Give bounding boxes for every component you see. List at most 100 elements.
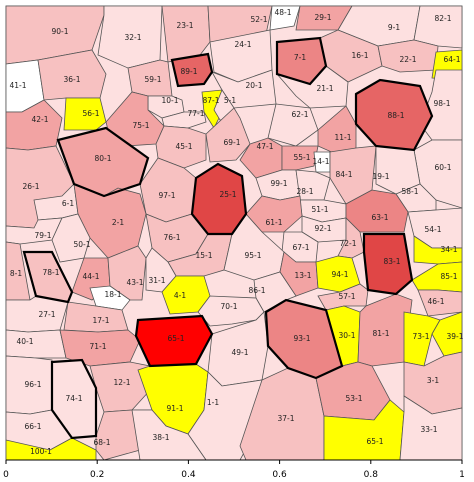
cell-label-83-1: 83-1 <box>383 257 400 266</box>
cell-label-73-1: 73-1 <box>412 332 429 341</box>
cell-outline-25-1 <box>190 162 248 236</box>
cell-label-98-1: 98-1 <box>433 99 450 108</box>
cell-40-1 <box>5 329 67 359</box>
cell-label-45-1: 45-1 <box>175 142 192 151</box>
cell-label-1-1: 1-1 <box>207 398 219 407</box>
x-tick-label: 0.8 <box>364 470 379 480</box>
cell-label-65-1: 65-1 <box>167 334 184 343</box>
cell-label-72-1: 72-1 <box>339 239 356 248</box>
cell-label-13-1: 13-1 <box>294 271 311 280</box>
cell-label-55-1: 55-1 <box>293 153 310 162</box>
cell-label-99-1: 99-1 <box>270 179 287 188</box>
cell-label-58-1: 58-1 <box>401 187 418 196</box>
cell-label-25-1: 25-1 <box>219 190 236 199</box>
cell-label-18-1: 18-1 <box>104 290 121 299</box>
cell-label-32-1: 32-1 <box>124 33 141 42</box>
cell-outline-74-1 <box>50 358 98 440</box>
cell-label-47-1: 47-1 <box>256 142 273 151</box>
cell-label-93-1: 93-1 <box>293 334 310 343</box>
cell-label-51-1: 51-1 <box>311 205 328 214</box>
cell-label-4-1: 4-1 <box>174 291 186 300</box>
cell-label-46-1: 46-1 <box>427 297 444 306</box>
cell-label-38-1: 38-1 <box>152 433 169 442</box>
cell-label-14-1: 14-1 <box>312 157 329 166</box>
cell-label-63-1: 63-1 <box>371 213 388 222</box>
cell-label-42-1: 42-1 <box>31 115 48 124</box>
cell-label-89-1: 89-1 <box>180 67 197 76</box>
cell-label-48-1: 48-1 <box>274 8 291 17</box>
cell-23-1 <box>161 5 211 63</box>
cell-label-66-1: 66-1 <box>24 422 41 431</box>
cell-label-68-1: 68-1 <box>93 438 110 447</box>
cell-outline-80-1 <box>56 126 150 198</box>
x-tick-label: 0 <box>3 470 9 480</box>
cell-label-56-1: 56-1 <box>82 109 99 118</box>
cell-label-81-1: 81-1 <box>372 329 389 338</box>
cell-label-16-1: 16-1 <box>351 51 368 60</box>
cell-outline-93-1 <box>264 298 344 380</box>
cell-label-61-1: 61-1 <box>265 218 282 227</box>
cell-label-59-1: 59-1 <box>144 75 161 84</box>
cell-label-77-1: 77-1 <box>187 109 204 118</box>
cell-label-52-1: 52-1 <box>250 15 267 24</box>
cell-label-100-1: 100-1 <box>30 447 52 456</box>
cell-label-88-1: 88-1 <box>387 111 404 120</box>
cell-62-1 <box>267 103 319 147</box>
x-tick-label: 0.4 <box>181 470 196 480</box>
cell-label-64-1: 64-1 <box>443 55 460 64</box>
cell-label-8-1: 8-1 <box>10 269 22 278</box>
cell-label-6-1: 6-1 <box>62 199 74 208</box>
cell-label-69-1: 69-1 <box>223 138 240 147</box>
cell-label-33-1: 33-1 <box>420 425 437 434</box>
cell-label-50-1: 50-1 <box>73 240 90 249</box>
cell-label-3-1: 3-1 <box>427 376 439 385</box>
cell-label-82-1: 82-1 <box>434 14 451 23</box>
cell-label-21-1: 21-1 <box>316 84 333 93</box>
cell-label-79-1: 79-1 <box>34 231 51 240</box>
cell-label-90-1: 90-1 <box>51 27 68 36</box>
cell-label-57-1: 57-1 <box>338 292 355 301</box>
x-tick-label: 0.2 <box>90 470 104 480</box>
cell-48-1 <box>269 5 301 31</box>
cell-label-75-1: 75-1 <box>132 121 149 130</box>
cell-label-11-1: 11-1 <box>334 133 351 142</box>
cell-label-29-1: 29-1 <box>314 13 331 22</box>
cell-56-1 <box>63 97 107 131</box>
cell-outline-83-1 <box>362 232 414 296</box>
cell-label-9-1: 9-1 <box>388 23 400 32</box>
cell-label-20-1: 20-1 <box>245 81 262 90</box>
cell-label-5-1: 5-1 <box>224 96 236 105</box>
cell-label-92-1: 92-1 <box>314 224 331 233</box>
cell-27-1 <box>5 295 69 333</box>
cell-outline-7-1 <box>275 36 328 86</box>
cell-label-60-1: 60-1 <box>434 163 451 172</box>
cell-71-1 <box>59 329 141 367</box>
cell-outline-78-1 <box>22 250 74 304</box>
cell-label-37-1: 37-1 <box>277 414 294 423</box>
cell-label-62-1: 62-1 <box>291 110 308 119</box>
x-tick-label: 1 <box>459 470 465 480</box>
cell-label-31-1: 31-1 <box>148 276 165 285</box>
cell-label-78-1: 78-1 <box>42 268 59 277</box>
cell-label-53-1: 53-1 <box>345 394 362 403</box>
cell-label-91-1: 91-1 <box>166 404 183 413</box>
cell-label-19-1: 19-1 <box>372 172 389 181</box>
cell-50-1 <box>51 213 91 263</box>
cell-label-24-1: 24-1 <box>234 40 251 49</box>
cell-label-67-1: 67-1 <box>292 243 309 252</box>
cell-label-10-1: 10-1 <box>161 96 178 105</box>
cell-label-71-1: 71-1 <box>89 342 106 351</box>
cell-label-41-1: 41-1 <box>9 81 26 90</box>
cells-layer <box>5 5 463 461</box>
cell-label-95-1: 95-1 <box>244 251 261 260</box>
cell-label-86-1: 86-1 <box>248 286 265 295</box>
cell-label-2-1: 2-1 <box>112 218 124 227</box>
cell-label-27-1: 27-1 <box>38 310 55 319</box>
cell-outline-65-1 <box>134 314 214 368</box>
cell-label-84-1: 84-1 <box>335 170 352 179</box>
cell-label-12-1: 12-1 <box>113 378 130 387</box>
cell-label-34-1: 34-1 <box>440 245 457 254</box>
cell-label-26-1: 26-1 <box>22 182 39 191</box>
cell-label-87-1: 87-1 <box>202 96 219 105</box>
